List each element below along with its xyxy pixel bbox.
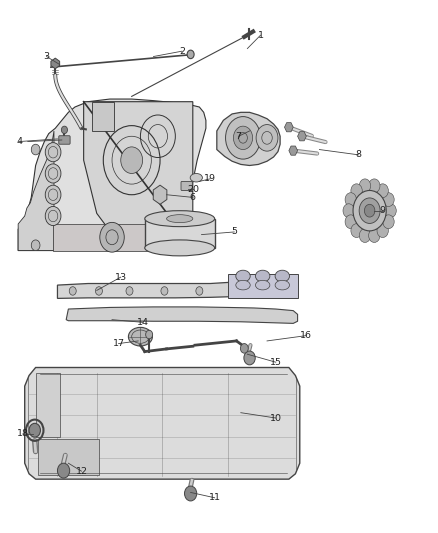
Polygon shape bbox=[35, 373, 60, 437]
Text: 20: 20 bbox=[187, 185, 199, 194]
Circle shape bbox=[383, 215, 394, 229]
Polygon shape bbox=[289, 146, 297, 155]
Polygon shape bbox=[92, 102, 114, 131]
Circle shape bbox=[377, 224, 389, 238]
Circle shape bbox=[359, 198, 380, 223]
Text: 3: 3 bbox=[43, 52, 49, 61]
Text: 15: 15 bbox=[270, 358, 282, 367]
Text: 6: 6 bbox=[190, 193, 196, 202]
Text: 17: 17 bbox=[113, 339, 124, 348]
Circle shape bbox=[126, 287, 133, 295]
Text: 19: 19 bbox=[204, 174, 216, 183]
Polygon shape bbox=[217, 112, 280, 165]
Polygon shape bbox=[228, 274, 297, 298]
Ellipse shape bbox=[275, 270, 290, 282]
Polygon shape bbox=[297, 132, 306, 141]
Text: 9: 9 bbox=[380, 206, 386, 215]
Circle shape bbox=[383, 193, 394, 206]
Polygon shape bbox=[38, 439, 99, 475]
Circle shape bbox=[359, 229, 371, 243]
Circle shape bbox=[45, 164, 61, 183]
Circle shape bbox=[359, 179, 371, 193]
Polygon shape bbox=[153, 185, 167, 204]
Polygon shape bbox=[145, 219, 215, 248]
Circle shape bbox=[187, 50, 194, 59]
Ellipse shape bbox=[145, 211, 215, 227]
Circle shape bbox=[256, 125, 278, 151]
Circle shape bbox=[233, 126, 253, 150]
Circle shape bbox=[364, 204, 375, 217]
Text: 11: 11 bbox=[208, 493, 221, 502]
Circle shape bbox=[100, 222, 124, 252]
Text: 4: 4 bbox=[16, 137, 22, 146]
Circle shape bbox=[45, 206, 61, 225]
Text: 2: 2 bbox=[179, 47, 185, 55]
Text: 8: 8 bbox=[356, 150, 362, 159]
Circle shape bbox=[95, 287, 102, 295]
Polygon shape bbox=[51, 58, 60, 69]
Circle shape bbox=[226, 117, 261, 159]
Text: 14: 14 bbox=[137, 318, 148, 327]
Polygon shape bbox=[285, 123, 293, 132]
Polygon shape bbox=[25, 368, 300, 479]
Polygon shape bbox=[57, 276, 297, 298]
Text: 5: 5 bbox=[231, 228, 237, 237]
Ellipse shape bbox=[236, 280, 250, 290]
Text: 12: 12 bbox=[75, 467, 88, 475]
Ellipse shape bbox=[255, 280, 270, 290]
FancyBboxPatch shape bbox=[59, 136, 70, 144]
Circle shape bbox=[146, 330, 152, 339]
Circle shape bbox=[353, 190, 386, 231]
Text: 18: 18 bbox=[17, 430, 28, 439]
Ellipse shape bbox=[190, 173, 202, 182]
Circle shape bbox=[184, 486, 197, 501]
Circle shape bbox=[161, 287, 168, 295]
Circle shape bbox=[377, 184, 389, 198]
Circle shape bbox=[345, 193, 357, 206]
Circle shape bbox=[29, 423, 40, 437]
Ellipse shape bbox=[236, 270, 250, 282]
Circle shape bbox=[345, 215, 357, 229]
Circle shape bbox=[369, 229, 380, 243]
Ellipse shape bbox=[145, 240, 215, 256]
Ellipse shape bbox=[275, 280, 290, 290]
Ellipse shape bbox=[255, 270, 270, 282]
Text: 1: 1 bbox=[258, 31, 264, 40]
Polygon shape bbox=[84, 102, 193, 248]
Circle shape bbox=[184, 240, 193, 251]
Circle shape bbox=[121, 147, 143, 173]
Circle shape bbox=[240, 344, 248, 353]
Circle shape bbox=[69, 287, 76, 295]
Circle shape bbox=[31, 240, 40, 251]
Ellipse shape bbox=[166, 215, 193, 223]
Circle shape bbox=[369, 179, 380, 193]
Text: 10: 10 bbox=[270, 414, 282, 423]
Circle shape bbox=[244, 351, 255, 365]
Text: 16: 16 bbox=[300, 331, 312, 340]
Polygon shape bbox=[66, 307, 297, 324]
Circle shape bbox=[385, 204, 396, 217]
FancyBboxPatch shape bbox=[181, 181, 192, 190]
Ellipse shape bbox=[128, 327, 152, 346]
Text: 13: 13 bbox=[115, 273, 127, 281]
Circle shape bbox=[196, 287, 203, 295]
Circle shape bbox=[351, 184, 362, 198]
Circle shape bbox=[61, 126, 67, 134]
Circle shape bbox=[351, 224, 362, 238]
Polygon shape bbox=[18, 131, 54, 251]
Circle shape bbox=[343, 204, 354, 217]
Text: 7: 7 bbox=[236, 132, 242, 141]
Circle shape bbox=[45, 185, 61, 204]
Circle shape bbox=[57, 463, 70, 478]
Polygon shape bbox=[53, 224, 180, 251]
Circle shape bbox=[31, 144, 40, 155]
Polygon shape bbox=[18, 99, 206, 251]
Circle shape bbox=[45, 143, 61, 162]
